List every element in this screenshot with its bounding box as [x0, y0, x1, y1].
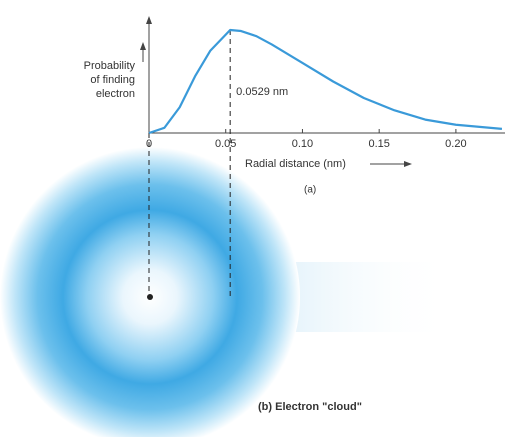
x-label: Radial distance (nm): [245, 158, 346, 170]
cloud-streak: [280, 262, 450, 332]
x-tick-label: 0.10: [292, 138, 313, 150]
panel-b: (b) Electron "cloud": [258, 401, 362, 413]
y-label: electron: [96, 88, 135, 100]
y-label: Probability: [84, 60, 136, 72]
annotation: 0.0529 nm: [236, 86, 288, 98]
x-tick-label: 0.05: [215, 138, 236, 150]
curve: [148, 28, 503, 135]
y-label: of finding: [90, 74, 135, 86]
panel-a: (a): [304, 185, 316, 196]
x-tick-label: 0.20: [445, 138, 466, 150]
electron-cloud: [0, 147, 300, 437]
nucleus: [147, 294, 153, 300]
x-tick-label: 0.15: [368, 138, 389, 150]
